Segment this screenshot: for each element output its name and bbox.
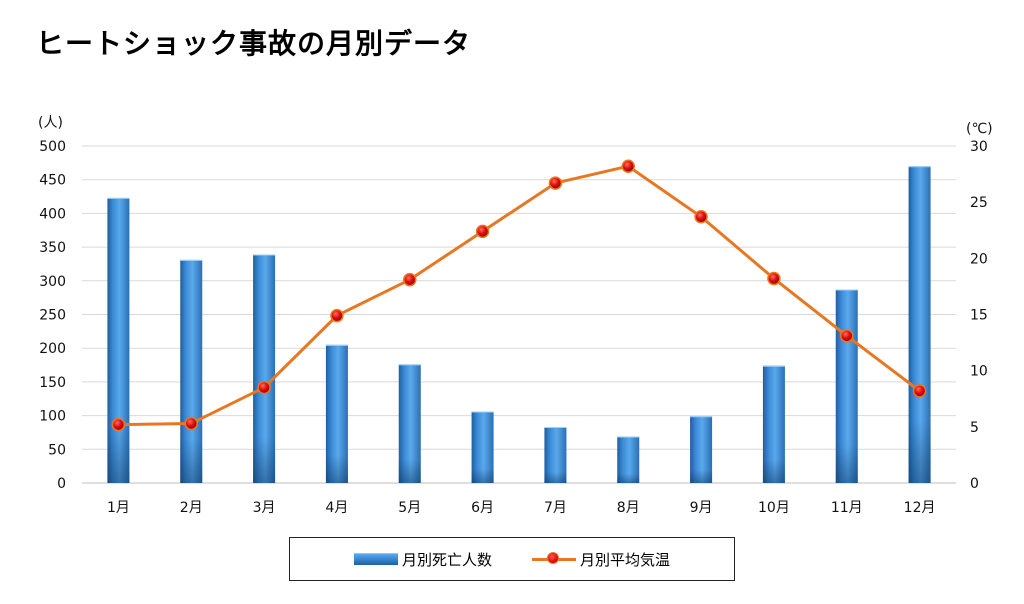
x-tick-label: 10月 — [758, 500, 790, 516]
bar-shade — [617, 436, 640, 483]
y-right-tick-label: 20 — [970, 251, 988, 267]
y-right-tick-label: 15 — [970, 308, 988, 324]
y-left-tick-label: 100 — [39, 409, 66, 425]
y-right-tick-label: 30 — [970, 139, 988, 155]
y-left-unit-label: (人) — [38, 115, 63, 131]
bar-shade — [471, 411, 494, 483]
temperature-point — [694, 210, 708, 224]
x-tick-label: 9月 — [690, 500, 713, 516]
temperature-point — [475, 224, 490, 239]
temperature-line — [118, 164, 921, 427]
x-tick-label: 3月 — [253, 500, 276, 516]
temperature-point — [257, 380, 271, 395]
y-right-unit-label: (℃) — [966, 121, 993, 137]
x-tick-label: 8月 — [617, 500, 640, 516]
temperature-point — [330, 308, 344, 323]
temperature-point — [111, 417, 126, 432]
temperature-point — [548, 176, 563, 190]
legend-line-swatch — [532, 552, 576, 566]
y-left-tick-label: 300 — [39, 274, 66, 290]
bar-shade — [325, 344, 348, 483]
y-right-tick-label: 0 — [970, 476, 979, 492]
x-tick-label: 6月 — [471, 500, 494, 516]
bar-shade — [690, 416, 713, 483]
chart-legend: 月別死亡人数 月別平均気温 — [289, 537, 735, 581]
bar-shade — [908, 166, 931, 483]
chart-title: ヒートショック事故の月別データ — [36, 27, 472, 60]
y-right-tick-label: 10 — [970, 364, 988, 380]
temperature-point — [621, 159, 635, 173]
y-left-tick-label: 0 — [57, 476, 66, 492]
x-tick-label: 5月 — [398, 500, 421, 516]
y-left-tick-label: 150 — [39, 375, 66, 391]
temperature-point — [403, 272, 417, 287]
x-tick-label: 12月 — [904, 500, 936, 516]
x-tick-label: 11月 — [831, 500, 863, 516]
bar-shade — [544, 427, 567, 483]
x-tick-label: 4月 — [325, 500, 348, 516]
y-left-tick-label: 400 — [39, 206, 66, 222]
y-left-tick-label: 200 — [39, 341, 66, 357]
temperature-point — [912, 384, 927, 398]
x-tick-label: 1月 — [107, 500, 130, 516]
bar-shade — [398, 364, 421, 483]
legend-bar-swatch — [353, 553, 398, 565]
y-right-tick-label: 5 — [970, 420, 979, 436]
bar-shade — [107, 197, 130, 483]
temperature-point — [767, 271, 781, 286]
legend-item-temperature: 月別平均気温 — [532, 549, 670, 570]
y-left-tick-label: 50 — [48, 442, 66, 458]
bar-shade — [253, 254, 276, 483]
temperature-point — [840, 329, 854, 343]
bar-shade — [762, 365, 785, 483]
y-left-tick-label: 450 — [39, 173, 66, 189]
y-left-tick-label: 250 — [39, 308, 66, 324]
temperature-point — [184, 416, 198, 431]
legend-label-temperature: 月別平均気温 — [580, 550, 671, 569]
x-tick-label: 2月 — [180, 500, 203, 516]
bar-shade — [180, 259, 203, 483]
x-tick-label: 7月 — [544, 500, 567, 516]
legend-label-deaths: 月別死亡人数 — [401, 550, 492, 569]
bar-shade — [835, 289, 858, 483]
y-left-tick-label: 350 — [39, 240, 66, 256]
y-left-tick-label: 500 — [39, 139, 66, 155]
y-right-tick-label: 25 — [970, 195, 988, 211]
legend-item-deaths: 月別死亡人数 — [353, 549, 492, 570]
